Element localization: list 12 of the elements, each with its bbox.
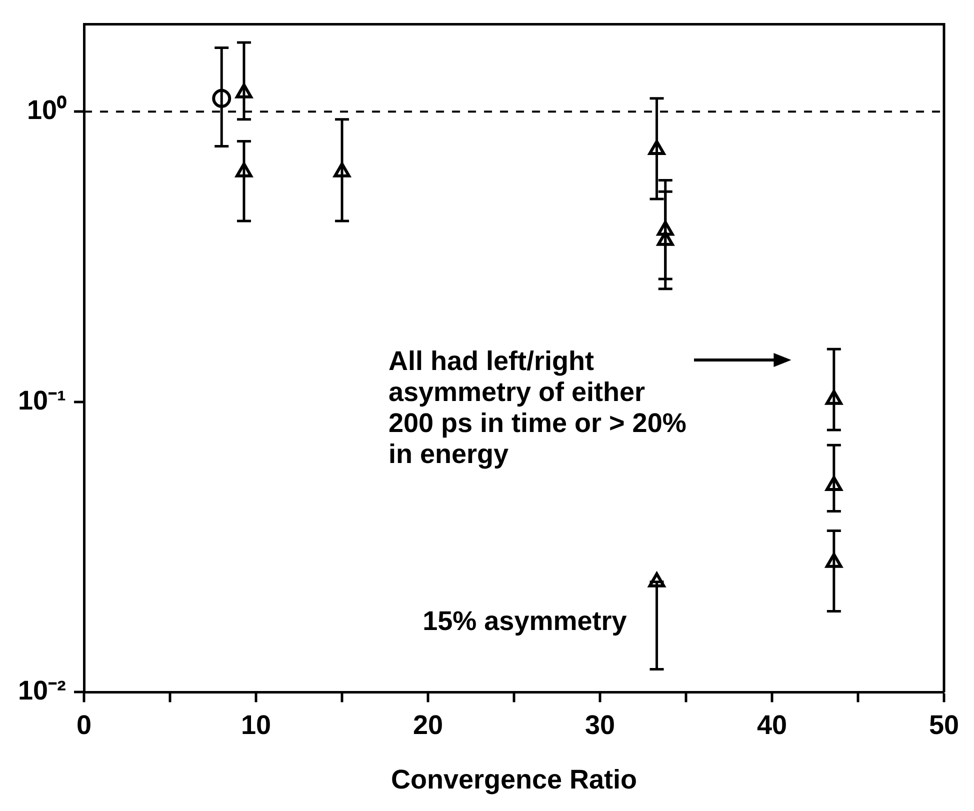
x-tick-label: 50	[928, 710, 960, 740]
y-tick-label: 10⁰	[26, 95, 68, 126]
y-tick-label: 10⁻¹	[18, 385, 66, 416]
annotation: All had left/right asymmetry of either 200 ps in time or > 20% in energy	[388, 346, 686, 470]
x-tick-label: 30	[584, 710, 616, 740]
x-tick-label: 0	[76, 710, 92, 740]
x-tick-label: 40	[756, 710, 788, 740]
x-tick-label: 10	[240, 710, 272, 740]
x-axis-title: Convergence Ratio	[390, 764, 638, 794]
x-tick-label: 20	[412, 710, 444, 740]
annotation: 15% asymmetry	[422, 606, 627, 636]
y-tick-label: 10⁻²	[18, 676, 66, 706]
